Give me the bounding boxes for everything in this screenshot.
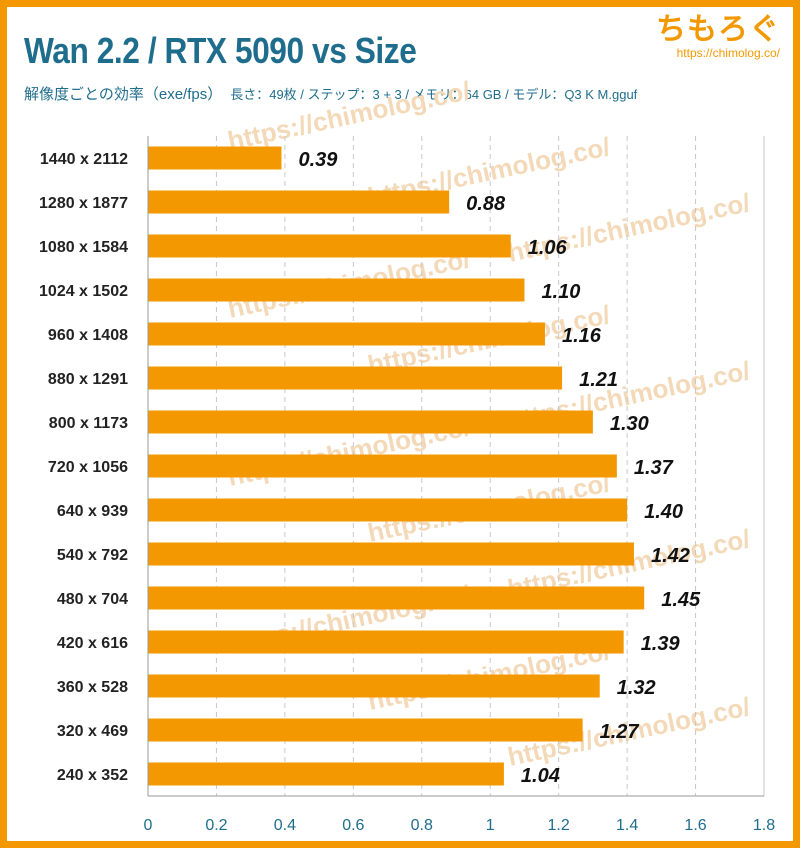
bar	[148, 498, 628, 522]
category-label: 960 x 1408	[48, 327, 128, 344]
category-label: 800 x 1173	[49, 415, 128, 432]
bar	[148, 542, 634, 566]
x-tick-label: 0.4	[274, 817, 296, 834]
bar	[148, 674, 600, 698]
category-label: 240 x 352	[57, 767, 128, 784]
chart-subtitle: 解像度ごとの効率（exe/fps） 長さ：49枚 / ステップ：3 + 3 / メ…	[24, 83, 637, 104]
x-tick-label: 0	[144, 817, 153, 834]
value-label: 1.42	[651, 545, 690, 567]
x-tick-label: 1.8	[753, 817, 775, 834]
x-tick-label: 1.4	[616, 817, 638, 834]
value-label: 1.04	[521, 765, 560, 787]
bar	[148, 190, 450, 214]
bar-layer	[148, 146, 645, 786]
value-label: 1.27	[600, 721, 640, 743]
bar	[148, 454, 617, 478]
value-label: 1.21	[579, 369, 618, 391]
bar	[148, 278, 525, 302]
x-tick-label: 1.6	[684, 817, 706, 834]
logo-text: ちもろぐ	[656, 13, 780, 46]
category-label: 420 x 616	[57, 635, 128, 652]
value-label: 1.16	[562, 325, 602, 347]
value-label: 1.06	[528, 237, 568, 259]
value-label: 0.39	[298, 149, 338, 171]
value-label: 0.88	[466, 193, 506, 215]
value-label: 1.37	[634, 457, 674, 479]
bar	[148, 762, 504, 786]
value-label: 1.39	[641, 633, 681, 655]
category-label: 360 x 528	[57, 679, 128, 696]
category-label: 540 x 792	[57, 547, 128, 564]
category-label: 1280 x 1877	[39, 195, 128, 212]
x-tick-label: 0.2	[205, 817, 227, 834]
site-logo: ちもろぐ https://chimolog.co/	[656, 4, 780, 60]
category-label: 320 x 469	[57, 723, 128, 740]
value-label: 1.32	[617, 677, 656, 699]
category-label: 1440 x 2112	[40, 151, 128, 168]
chart-title: Wan 2.2 / RTX 5090 vs Size	[24, 30, 417, 71]
logo-url: https://chimolog.co/	[676, 46, 780, 60]
x-tick-label: 0.8	[411, 817, 433, 834]
category-label: 1024 x 1502	[39, 283, 128, 300]
bar	[148, 234, 511, 258]
x-tick-label: 1.2	[548, 817, 570, 834]
category-label: 720 x 1056	[48, 459, 128, 476]
subtitle-efficiency: 解像度ごとの効率（exe/fps）	[24, 86, 223, 103]
category-label: 640 x 939	[57, 503, 128, 520]
value-label: 1.30	[610, 413, 649, 435]
bar	[148, 322, 545, 346]
bar	[148, 586, 645, 610]
x-tick-label: 0.6	[342, 817, 364, 834]
bar	[148, 630, 624, 654]
x-tick-label: 1	[486, 817, 495, 834]
value-label: 1.10	[541, 281, 580, 303]
watermark-text: https://chimolog.co/	[225, 75, 473, 156]
category-label: 480 x 704	[57, 591, 128, 608]
value-label: 1.45	[661, 589, 701, 611]
bar	[148, 410, 593, 434]
category-label: 880 x 1291	[48, 371, 128, 388]
bar	[148, 366, 563, 390]
value-label: 1.40	[644, 501, 683, 523]
axis-layer: 0 0.2 0.4 0.6 0.8 1 1.2 1.4 1.6 1.8	[144, 136, 775, 834]
label-layer: 1440 x 2112 0.39 1280 x 1877 0.88 1080 x 158…	[39, 149, 701, 787]
category-label: 1080 x 1584	[39, 239, 128, 256]
bar	[148, 146, 282, 170]
bar	[148, 718, 583, 742]
subtitle-meta: 長さ：49枚 / ステップ：3 + 3 / メモリ：64 GB / モデル：Q3…	[230, 87, 638, 102]
